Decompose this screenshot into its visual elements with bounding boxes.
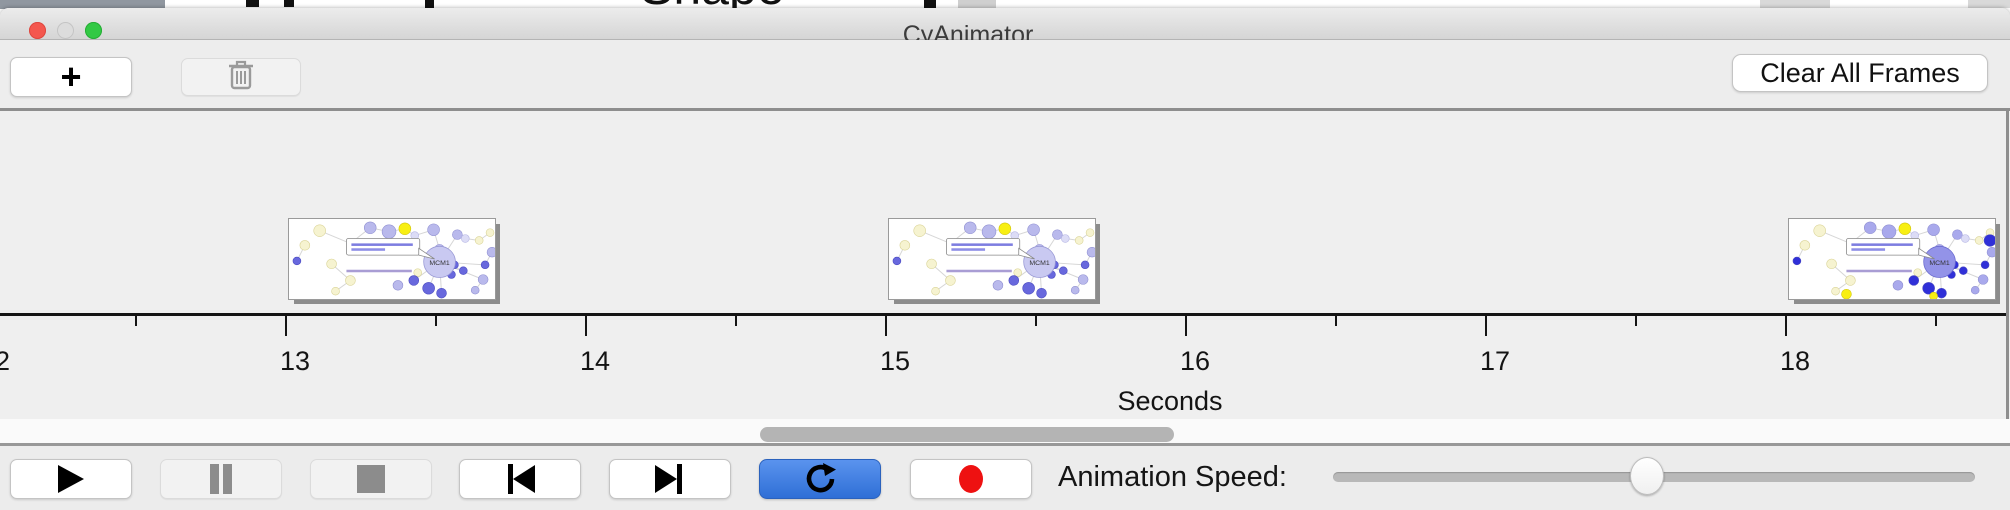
close-window-button[interactable] [29, 22, 46, 39]
major-tick [285, 316, 287, 336]
seconds-axis-label: Seconds [1117, 386, 1223, 416]
timeline-scrollbar-track[interactable] [0, 419, 2010, 443]
callout-text-line [1851, 248, 1886, 251]
callout-box [946, 238, 1021, 256]
frame-thumbnail[interactable]: MCM1 [1788, 218, 1996, 300]
background-fragment [924, 0, 936, 8]
major-tick [585, 316, 587, 336]
major-tick [1185, 316, 1187, 336]
callout-text-line [351, 243, 413, 246]
network-nodes [292, 221, 495, 299]
background-fragment [246, 0, 259, 7]
callout-text-line [951, 248, 986, 251]
record-icon [957, 463, 985, 495]
background-fragment [1760, 0, 1830, 8]
loop-icon [803, 462, 837, 496]
stop-button[interactable] [310, 459, 432, 499]
major-tick [885, 316, 887, 336]
title-bar[interactable]: CyAnimator [0, 8, 2010, 49]
minor-tick [1035, 316, 1037, 326]
play-button[interactable] [10, 459, 132, 499]
clear-all-frames-button[interactable]: Clear All Frames [1732, 54, 1988, 92]
loop-button[interactable] [759, 459, 881, 499]
tick-label: 16 [1179, 346, 1211, 376]
tick-label: 14 [579, 346, 611, 376]
frame-toolbar [0, 40, 2010, 108]
minor-tick [135, 316, 137, 326]
pause-button[interactable] [160, 459, 282, 499]
background-fragment [284, 0, 294, 7]
zoom-window-button[interactable] [85, 22, 102, 39]
panel-right-border [2006, 111, 2009, 446]
callout-pointer [1018, 247, 1035, 260]
background-partial-text: Shape [640, 0, 820, 9]
skip-to-end-icon [654, 463, 686, 495]
timeline-scrollbar-thumb[interactable] [760, 427, 1174, 442]
animation-speed-slider-thumb[interactable] [1630, 457, 1664, 495]
callout-text-line [351, 248, 386, 251]
pause-icon [207, 464, 235, 494]
play-icon [56, 463, 86, 495]
background-fragment [425, 0, 434, 8]
delete-frame-button[interactable] [181, 58, 301, 96]
frame-thumbnail[interactable]: MCM1 [288, 218, 496, 300]
callout-box [1846, 238, 1921, 256]
record-button[interactable] [910, 459, 1032, 499]
tick-label: 17 [1479, 346, 1511, 376]
network-thumbnail-graphic: MCM1 [292, 221, 495, 299]
trash-icon [228, 60, 254, 95]
minor-tick [1635, 316, 1637, 326]
background-fragment [1968, 0, 2010, 8]
minimize-window-button[interactable] [57, 22, 74, 39]
background-fragment [0, 0, 165, 9]
minor-tick [1335, 316, 1337, 326]
playback-bar: Animation Speed: [0, 446, 2010, 510]
network-thumbnail-graphic: MCM1 [892, 221, 1095, 299]
plus-icon: + [60, 56, 82, 97]
callout-box [346, 238, 421, 256]
tick-label: 15 [879, 346, 911, 376]
frame-thumbnail[interactable]: MCM1 [888, 218, 1096, 300]
add-frame-button[interactable]: + [10, 57, 132, 97]
callout-text-line [951, 243, 1013, 246]
callout-text-line [1851, 243, 1913, 246]
network-nodes [1792, 221, 1995, 299]
tick-label: 12 [0, 346, 11, 376]
tiny-annotation-text [346, 269, 412, 273]
skip-to-start-icon [504, 463, 536, 495]
network-nodes [892, 221, 1095, 299]
network-thumbnail-graphic: MCM1 [1792, 221, 1995, 299]
background-fragment [958, 0, 996, 9]
tick-label: 13 [279, 346, 311, 376]
background-shape-text: Shape [640, 0, 785, 9]
major-tick [1485, 316, 1487, 336]
big-node-label: MCM1 [429, 260, 450, 267]
skip-to-end-button[interactable] [609, 459, 731, 499]
skip-to-start-button[interactable] [459, 459, 581, 499]
minor-tick [1935, 316, 1937, 326]
clear-all-frames-label: Clear All Frames [1760, 57, 1960, 88]
tiny-annotation-text [1846, 269, 1912, 273]
tiny-annotation-text [946, 269, 1012, 273]
animation-speed-label: Animation Speed: [1058, 461, 1287, 493]
big-node-label: MCM1 [1929, 260, 1950, 267]
background-app-sliver: Shape [0, 0, 2010, 9]
panel-top-border [0, 108, 2010, 111]
callout-pointer [1918, 247, 1935, 260]
minor-tick [435, 316, 437, 326]
big-node-label: MCM1 [1029, 260, 1050, 267]
separator [0, 443, 2010, 446]
tick-label: 18 [1779, 346, 1811, 376]
stop-icon [357, 465, 385, 493]
major-tick [1785, 316, 1787, 336]
minor-tick [735, 316, 737, 326]
timeline-ruler-line [0, 313, 2006, 316]
callout-pointer [418, 247, 435, 260]
